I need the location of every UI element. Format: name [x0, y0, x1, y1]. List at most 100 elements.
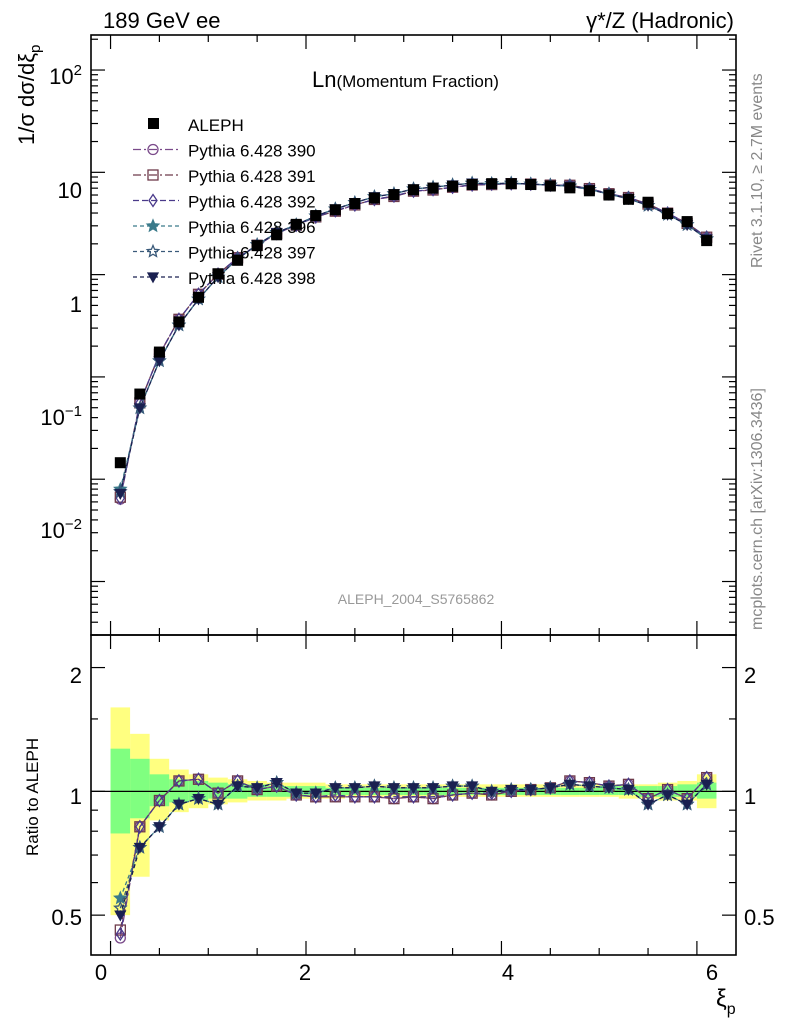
x-tick-labels: 0 2 4 6	[95, 960, 718, 985]
ratio-point	[583, 781, 596, 793]
ratio-point	[700, 779, 713, 791]
ratio-tick-label-right-2: 2	[744, 663, 756, 688]
data-point	[290, 218, 302, 230]
ratio-point	[348, 783, 361, 795]
data-point	[544, 180, 556, 192]
mcplots-label: mcplots.cern.ch [arXiv:1306.3436]	[749, 388, 766, 630]
ratio-point	[446, 781, 459, 793]
data-point	[447, 180, 459, 192]
ratio-point	[408, 789, 419, 804]
data-point	[583, 185, 595, 197]
ratio-point	[447, 787, 458, 803]
series-point	[133, 403, 146, 415]
ratio-point	[270, 777, 283, 789]
ratio-tick-label-right-0.5: 0.5	[744, 905, 775, 930]
legend-label: Pythia 6.428 392	[188, 193, 316, 212]
ratio-point	[114, 910, 127, 922]
legend-item-1: Pythia 6.428 391	[133, 167, 316, 186]
x-tick-label-2: 2	[299, 960, 311, 985]
analysis-id: ALEPH_2004_S5765862	[338, 591, 495, 607]
aleph-data-points	[114, 178, 713, 469]
data-point	[388, 189, 400, 201]
x-tick-label-4: 4	[502, 960, 514, 985]
ratio-point	[115, 926, 126, 942]
legend-label: Pythia 6.428 390	[188, 142, 316, 161]
legend-label: Pythia 6.428 396	[188, 218, 316, 237]
ratio-point	[251, 783, 264, 795]
header-right: γ*/Z (Hadronic)	[586, 8, 734, 33]
legend-item-5: Pythia 6.428 398	[133, 269, 316, 288]
data-point	[134, 388, 146, 400]
legend-marker	[147, 169, 159, 181]
data-point	[310, 210, 322, 222]
data-point	[603, 189, 615, 201]
y-tick-label-1: 1	[70, 292, 82, 317]
ratio-point	[193, 772, 204, 787]
x-axis-label: ξp	[716, 985, 736, 1018]
main-y-axis-label: 1/σ dσ/dξp	[14, 45, 44, 145]
ratio-point	[368, 781, 381, 793]
legend-label: Pythia 6.428 391	[188, 167, 316, 186]
ratio-point	[661, 790, 674, 802]
ratio-point	[426, 783, 440, 795]
x-tick-label-6: 6	[706, 960, 718, 985]
ratio-point	[524, 784, 537, 796]
data-point	[173, 316, 185, 328]
data-point	[114, 457, 126, 469]
y-tick-label-1e2: 102	[49, 62, 82, 89]
ratio-tick-label-right-1: 1	[744, 784, 756, 809]
x-tick-label-0: 0	[95, 960, 107, 985]
legend-marker	[146, 272, 160, 284]
data-point	[251, 240, 263, 252]
ratio-point	[389, 789, 399, 804]
ratio-point	[387, 783, 401, 795]
ratio-point	[622, 784, 635, 796]
ratio-point	[641, 799, 655, 811]
ratio-y-axis-label: Ratio to ALEPH	[23, 738, 42, 856]
data-point	[681, 216, 693, 228]
ratio-point	[192, 793, 205, 805]
legend-marker	[145, 218, 161, 233]
ratio-point	[174, 773, 184, 789]
data-point	[701, 235, 713, 247]
data-point	[564, 182, 576, 194]
legend-label: Pythia 6.428 397	[188, 244, 316, 263]
y-tick-label-1e-2: 10−2	[40, 516, 82, 543]
data-point	[271, 229, 283, 241]
main-y-tick-labels: 10−2 10−1 1 10 102	[40, 62, 82, 543]
ratio-point	[154, 793, 165, 808]
legend-item-aleph: ALEPH	[148, 116, 244, 135]
data-point	[232, 254, 244, 266]
ratio-point	[350, 789, 360, 804]
ratio-point	[485, 786, 498, 798]
band-inner-bin	[130, 758, 150, 819]
ratio-tick-label-1: 1	[70, 784, 82, 809]
ratio-point	[505, 784, 518, 796]
legend-item-2: Pythia 6.428 392	[133, 193, 316, 212]
ratio-point	[329, 783, 342, 795]
data-point	[427, 182, 439, 194]
ratio-point	[133, 842, 146, 854]
data-point	[662, 208, 674, 220]
ratio-y-tick-labels: 0.5 1 2 0.5 1 2	[51, 663, 774, 930]
ratio-point	[407, 783, 420, 795]
main-series	[113, 175, 714, 506]
data-point	[486, 178, 498, 190]
data-point	[525, 179, 537, 191]
series-ratio-5	[114, 777, 713, 922]
data-point	[368, 192, 380, 204]
ratio-point	[135, 819, 145, 834]
legend-marker	[148, 193, 158, 208]
ratio-point	[309, 788, 322, 800]
data-point	[153, 346, 165, 358]
series-point	[114, 488, 127, 500]
data-point	[505, 178, 517, 190]
ratio-plot-frame	[90, 634, 737, 956]
data-point	[193, 291, 204, 303]
plot-title: Ln(Momentum Fraction)	[312, 67, 499, 92]
data-point	[212, 268, 224, 280]
legend-marker	[148, 118, 159, 129]
legend-marker	[145, 243, 161, 258]
y-tick-label-1e-1: 10−1	[40, 403, 82, 430]
